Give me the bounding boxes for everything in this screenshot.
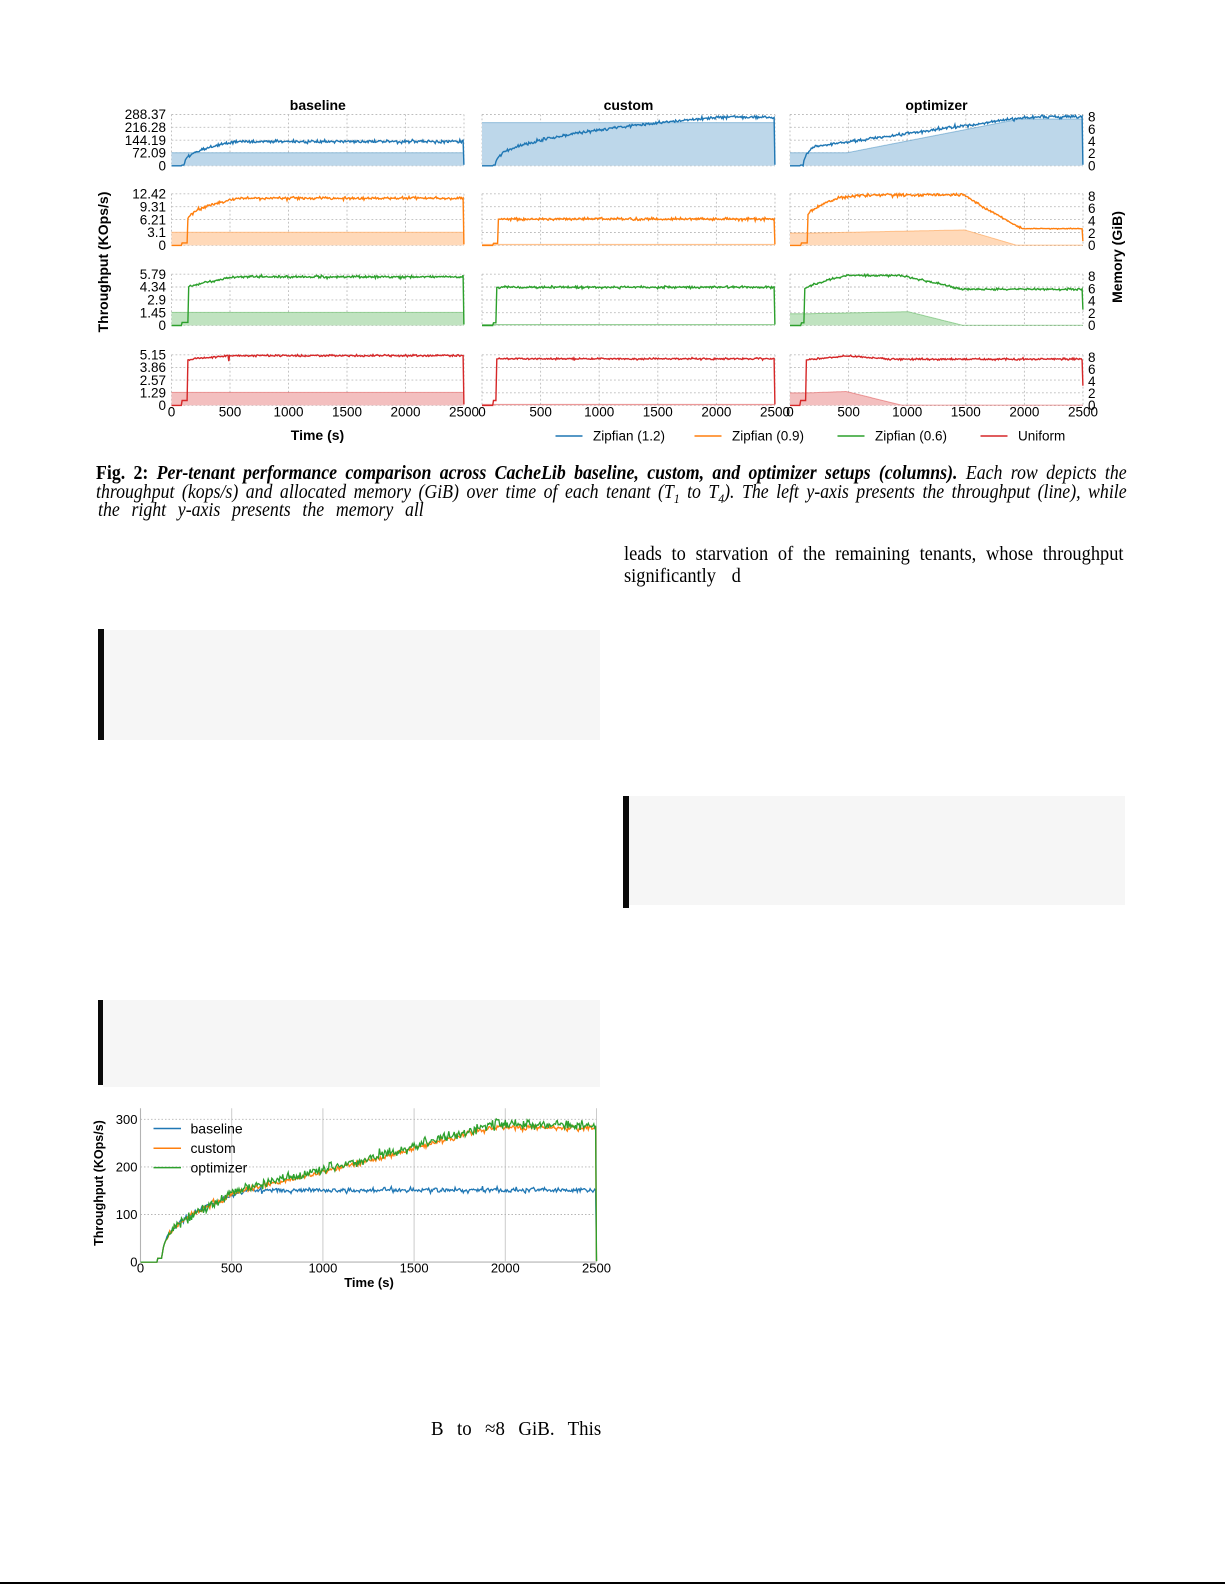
svg-text:9.31: 9.31 xyxy=(140,199,166,214)
svg-text:100: 100 xyxy=(116,1207,138,1222)
svg-text:1.29: 1.29 xyxy=(140,385,166,400)
svg-text:500: 500 xyxy=(529,405,552,420)
svg-text:Throughput (KOps/s): Throughput (KOps/s) xyxy=(95,192,111,333)
svg-text:Zipfian (1.2): Zipfian (1.2) xyxy=(593,428,665,443)
svg-text:Zipfian (0.6): Zipfian (0.6) xyxy=(875,428,947,443)
svg-text:8: 8 xyxy=(1088,189,1096,204)
svg-text:Uniform: Uniform xyxy=(1018,428,1065,443)
svg-text:8: 8 xyxy=(1088,350,1096,365)
svg-text:baseline: baseline xyxy=(290,97,346,113)
svg-text:288.37: 288.37 xyxy=(125,107,166,122)
svg-text:Time (s): Time (s) xyxy=(291,427,344,443)
svg-text:1500: 1500 xyxy=(951,405,981,420)
svg-text:12.42: 12.42 xyxy=(132,187,166,202)
svg-text:200: 200 xyxy=(116,1160,138,1175)
svg-text:2000: 2000 xyxy=(701,405,731,420)
svg-text:0: 0 xyxy=(130,1255,137,1270)
svg-text:2000: 2000 xyxy=(390,405,420,420)
svg-text:2500: 2500 xyxy=(1068,405,1098,420)
svg-text:0: 0 xyxy=(1088,318,1096,333)
svg-text:2500: 2500 xyxy=(449,405,479,420)
svg-text:2500: 2500 xyxy=(760,405,790,420)
svg-text:optimizer: optimizer xyxy=(905,97,968,113)
svg-text:6: 6 xyxy=(1088,362,1096,377)
svg-text:4: 4 xyxy=(1088,374,1096,389)
svg-text:baseline: baseline xyxy=(191,1120,243,1136)
svg-text:1500: 1500 xyxy=(400,1261,429,1276)
svg-text:0: 0 xyxy=(1088,238,1096,253)
svg-text:3.86: 3.86 xyxy=(140,360,166,375)
svg-text:300: 300 xyxy=(116,1112,138,1127)
svg-text:2000: 2000 xyxy=(1009,405,1039,420)
svg-text:5.79: 5.79 xyxy=(140,267,166,282)
svg-text:2500: 2500 xyxy=(582,1261,611,1276)
svg-text:Memory (GiB): Memory (GiB) xyxy=(1109,211,1125,303)
svg-text:2: 2 xyxy=(1088,146,1096,161)
svg-text:72.09: 72.09 xyxy=(132,146,166,161)
svg-text:6: 6 xyxy=(1088,201,1096,216)
svg-text:500: 500 xyxy=(219,405,242,420)
svg-text:1000: 1000 xyxy=(584,405,614,420)
svg-text:0: 0 xyxy=(478,405,486,420)
svg-text:4.34: 4.34 xyxy=(140,280,167,295)
svg-text:6: 6 xyxy=(1088,281,1096,296)
svg-text:0: 0 xyxy=(168,405,176,420)
svg-text:0: 0 xyxy=(158,159,166,174)
svg-text:Throughput (KOps/s): Throughput (KOps/s) xyxy=(92,1120,106,1246)
svg-text:1000: 1000 xyxy=(273,405,303,420)
svg-text:2: 2 xyxy=(1088,386,1096,401)
svg-text:0: 0 xyxy=(158,238,166,253)
svg-text:Time (s): Time (s) xyxy=(344,1275,394,1290)
svg-text:2000: 2000 xyxy=(491,1261,520,1276)
svg-text:4: 4 xyxy=(1088,213,1096,228)
svg-text:custom: custom xyxy=(604,97,654,113)
svg-text:0: 0 xyxy=(786,405,794,420)
svg-text:2: 2 xyxy=(1088,226,1096,241)
svg-text:144.19: 144.19 xyxy=(125,133,166,148)
svg-text:Zipfian (0.9): Zipfian (0.9) xyxy=(732,428,804,443)
svg-text:0: 0 xyxy=(137,1261,144,1276)
svg-text:6: 6 xyxy=(1088,122,1096,137)
svg-text:0: 0 xyxy=(1088,159,1096,174)
svg-text:500: 500 xyxy=(837,405,860,420)
svg-text:optimizer: optimizer xyxy=(191,1159,248,1175)
svg-text:216.28: 216.28 xyxy=(125,120,166,135)
svg-text:0: 0 xyxy=(158,318,166,333)
svg-text:5.15: 5.15 xyxy=(140,348,166,363)
svg-text:1.45: 1.45 xyxy=(140,305,166,320)
svg-text:2: 2 xyxy=(1088,306,1096,321)
svg-text:500: 500 xyxy=(221,1261,243,1276)
svg-text:2.9: 2.9 xyxy=(147,293,166,308)
svg-text:custom: custom xyxy=(191,1140,236,1156)
svg-text:0: 0 xyxy=(1088,398,1096,413)
svg-text:2.57: 2.57 xyxy=(140,373,166,388)
svg-text:6.21: 6.21 xyxy=(140,212,166,227)
svg-text:3.1: 3.1 xyxy=(147,225,166,240)
svg-text:1000: 1000 xyxy=(892,405,922,420)
svg-text:0: 0 xyxy=(158,398,166,413)
svg-text:8: 8 xyxy=(1088,269,1096,284)
svg-text:4: 4 xyxy=(1088,294,1096,309)
svg-text:1000: 1000 xyxy=(308,1261,337,1276)
svg-text:1500: 1500 xyxy=(643,405,673,420)
svg-text:8: 8 xyxy=(1088,110,1096,125)
svg-text:4: 4 xyxy=(1088,134,1096,149)
svg-text:1500: 1500 xyxy=(332,405,362,420)
